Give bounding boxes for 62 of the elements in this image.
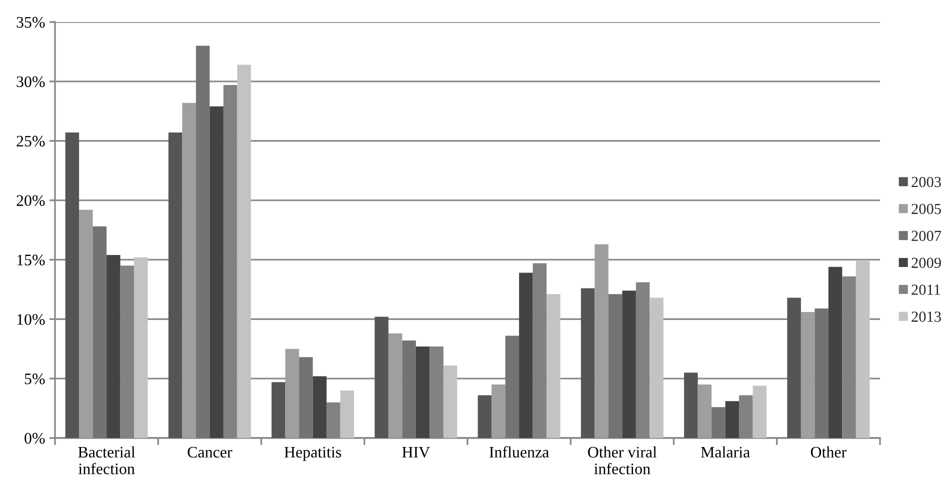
bar [856, 260, 870, 438]
bar [374, 316, 388, 438]
bar [650, 298, 664, 438]
x-tick-label: Cancer [188, 446, 232, 458]
bar [92, 226, 107, 438]
legend-label: 2007 [912, 230, 942, 242]
bar [608, 294, 622, 438]
bar [237, 64, 251, 438]
x-tick-label: HIV [402, 446, 430, 458]
bar [299, 357, 313, 438]
bar [196, 46, 210, 438]
bar [519, 272, 533, 438]
bar [800, 312, 815, 438]
y-tick-label: 5% [24, 373, 45, 384]
legend-label: 2003 [912, 176, 941, 188]
bar [312, 376, 327, 438]
bar [65, 132, 80, 438]
legend-label: 2011 [912, 284, 940, 295]
y-tick-label: 0% [24, 432, 45, 444]
bar [168, 132, 182, 438]
y-tick-label: 35% [16, 16, 45, 28]
y-tick-label: 10% [17, 314, 45, 325]
bar [402, 340, 416, 438]
bar [814, 308, 828, 438]
bar [492, 384, 506, 438]
x-tick-label: Other viral infection [588, 446, 657, 474]
x-tick-label: Bacterial infection [78, 446, 136, 474]
bar [752, 386, 767, 438]
bar [272, 382, 286, 438]
bar [546, 294, 560, 438]
legend-label: 2009 [912, 258, 941, 268]
x-tick-label: Hepatitis [284, 446, 342, 461]
bar [340, 390, 354, 438]
bar [134, 257, 148, 438]
legend-label: 2005 [912, 204, 941, 214]
bar [594, 244, 608, 438]
x-tick-label: Other [810, 446, 846, 458]
x-tick-label: Malaria [700, 446, 750, 458]
bar [725, 401, 740, 438]
bar [580, 288, 595, 438]
bar [388, 333, 402, 438]
bar [210, 106, 224, 438]
bar [712, 407, 726, 438]
bar [285, 348, 300, 438]
bar [505, 336, 520, 438]
bar [106, 254, 120, 438]
legend-label: 2013 [912, 312, 941, 322]
y-tick-label: 20% [16, 195, 45, 206]
bar [478, 395, 492, 438]
bar [443, 365, 458, 438]
bar [182, 102, 196, 438]
y-tick-label: 25% [16, 136, 45, 147]
bar [684, 372, 698, 438]
y-tick-label: 15% [17, 254, 45, 266]
bar [698, 384, 712, 438]
bar [79, 210, 93, 438]
bar [622, 290, 636, 438]
bar [828, 266, 842, 438]
bar [416, 346, 430, 438]
x-tick-label: Influenza [489, 446, 549, 458]
bar [787, 298, 801, 438]
y-tick-label: 30% [16, 76, 45, 88]
